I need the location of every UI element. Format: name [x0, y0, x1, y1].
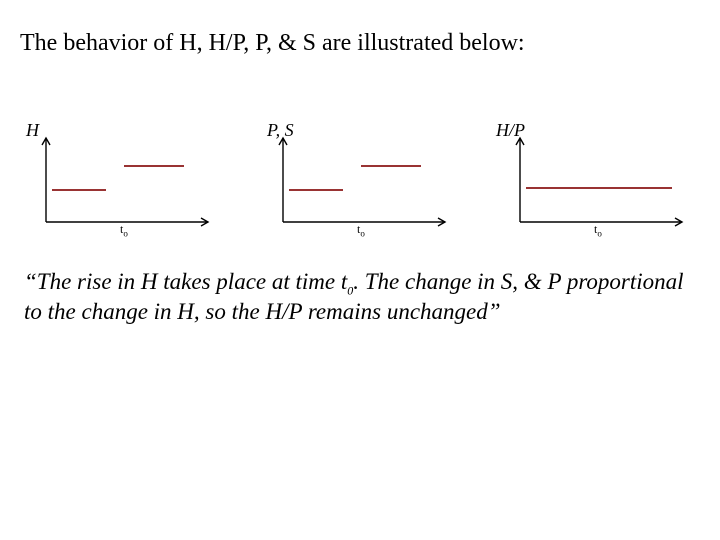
xaxis-label: to — [357, 222, 365, 238]
caption-prefix: “The rise in H takes place at time t — [24, 269, 347, 294]
chart-H: H to — [28, 130, 218, 240]
xaxis-label: to — [594, 222, 602, 238]
chart-row: H to P, S to H/P to — [28, 130, 692, 250]
xaxis-sub: o — [597, 228, 602, 238]
page: The behavior of H, H/P, P, & S are illus… — [0, 0, 720, 540]
chart-HP: H/P to — [502, 130, 692, 240]
chart-PS: P, S to — [265, 130, 455, 240]
page-title: The behavior of H, H/P, P, & S are illus… — [20, 30, 525, 57]
xaxis-sub: o — [123, 228, 128, 238]
caption: “The rise in H takes place at time t0. T… — [24, 268, 684, 326]
xaxis-label: to — [120, 222, 128, 238]
xaxis-sub: o — [360, 228, 365, 238]
